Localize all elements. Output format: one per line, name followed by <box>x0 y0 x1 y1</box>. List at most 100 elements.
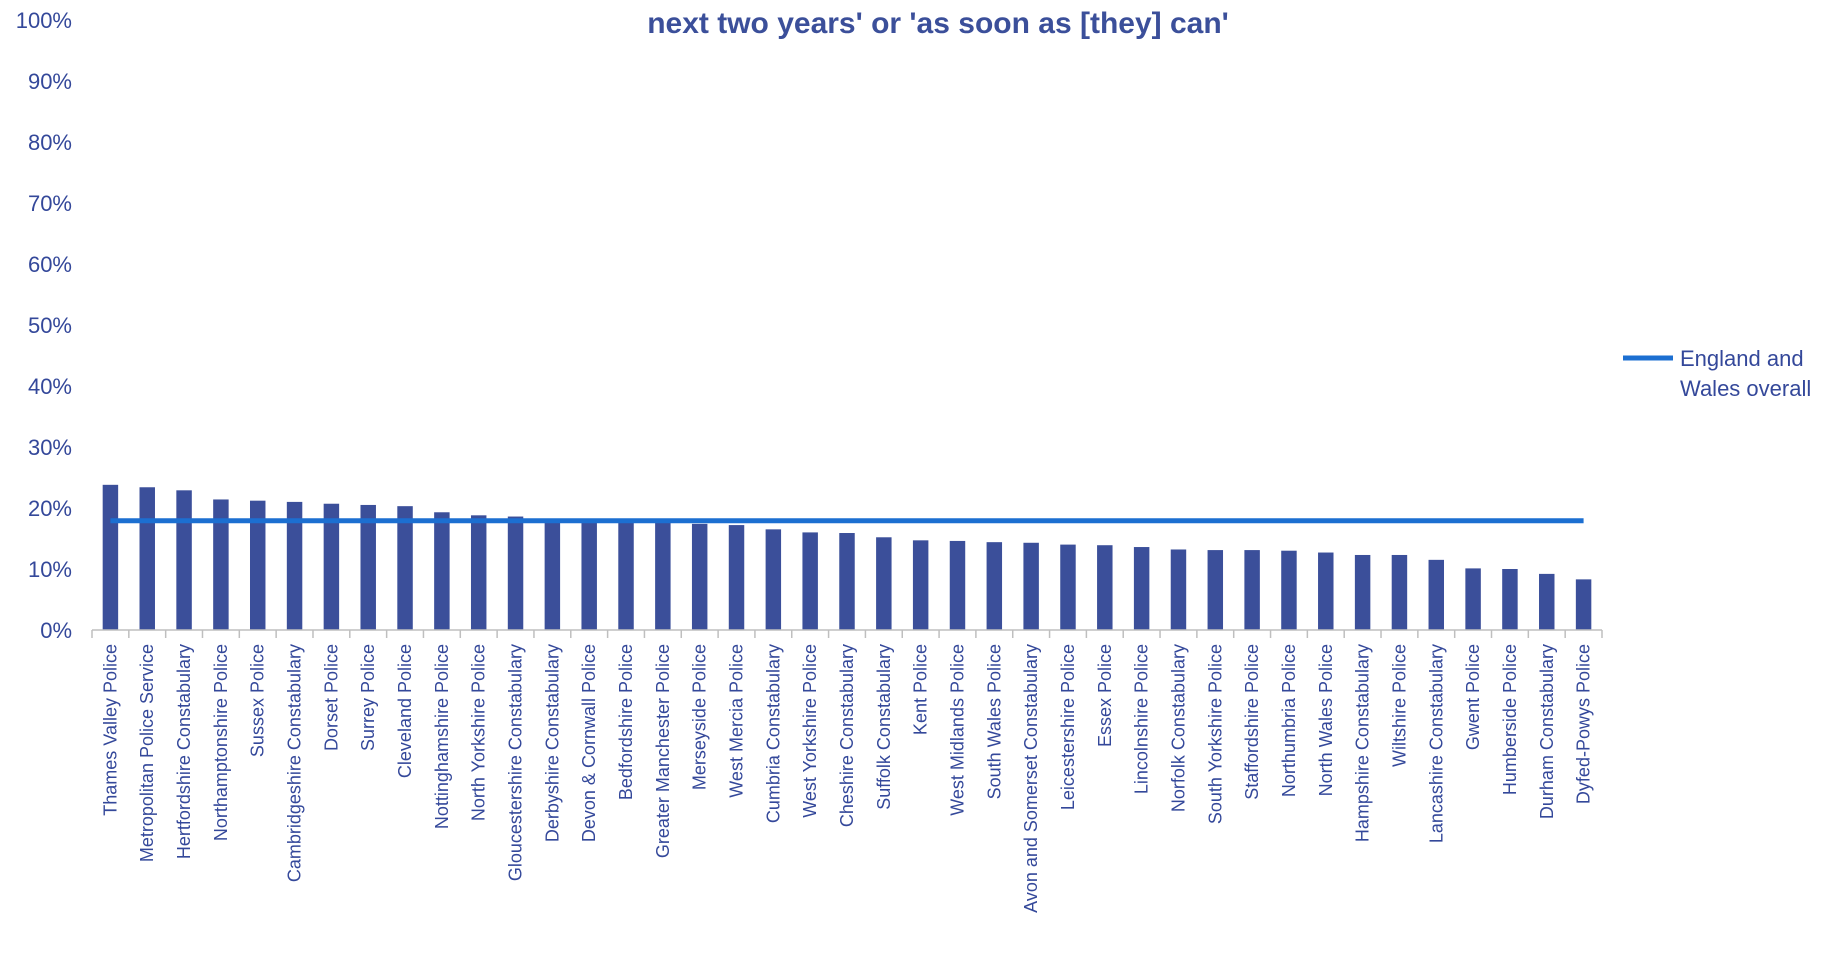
bar <box>949 540 966 630</box>
legend-label-line-1: England and <box>1680 346 1804 371</box>
bar <box>765 529 782 630</box>
x-tick-label: Dyfed-Powys Police <box>1574 644 1594 804</box>
x-tick-label: West Yorkshire Police <box>800 644 820 818</box>
x-tick-label: Hertfordshire Constabulary <box>174 644 194 859</box>
bar <box>839 533 855 630</box>
x-tick-label: Derbyshire Constabulary <box>542 644 562 842</box>
legend: England and Wales overall <box>1623 346 1811 401</box>
bar <box>1465 568 1481 630</box>
bar <box>434 512 450 630</box>
bar <box>1502 569 1518 630</box>
bar <box>1575 579 1592 630</box>
x-tick-label: Lincolnshire Police <box>1132 644 1152 794</box>
x-tick-label: South Wales Police <box>984 644 1004 799</box>
bar <box>1244 550 1260 630</box>
bar <box>1428 559 1445 630</box>
x-tick-label: Thames Valley Police <box>100 644 120 816</box>
x-tick-label: Essex Police <box>1095 644 1115 747</box>
bar <box>249 500 266 630</box>
x-tick-label: Surrey Police <box>358 644 378 751</box>
legend-label-line-2: Wales overall <box>1680 376 1811 401</box>
x-tick-label: Nottinghamshire Police <box>432 644 452 829</box>
x-tick-label: Staffordshire Police <box>1242 644 1262 800</box>
chart-title: next two years' or 'as soon as [they] ca… <box>647 7 1229 40</box>
x-tick-label: Humberside Police <box>1500 644 1520 795</box>
x-tick-label: Leicestershire Police <box>1058 644 1078 810</box>
x-tick-label: Cumbria Constabulary <box>763 644 783 823</box>
x-tick-label: Northumbria Police <box>1279 644 1299 797</box>
x-tick-label: Cambridgeshire Constabulary <box>285 644 305 882</box>
x-tick-label: Devon & Cornwall Police <box>579 644 599 842</box>
x-tick-label: Norfolk Constabulary <box>1168 644 1188 812</box>
y-tick-label: 90% <box>28 69 72 94</box>
bar <box>1133 547 1150 630</box>
bar <box>1170 549 1187 630</box>
bar <box>544 519 561 630</box>
bar <box>470 515 487 630</box>
bar <box>1539 573 1555 630</box>
bars <box>102 484 1592 630</box>
x-tick-label: Lancashire Constabulary <box>1426 644 1446 843</box>
x-tick-label: Kent Police <box>911 644 931 735</box>
bar <box>1097 545 1113 630</box>
bar <box>581 520 597 630</box>
bar <box>1060 544 1076 630</box>
x-axis: Thames Valley Police Metropolitan Police … <box>91 630 1603 913</box>
bar <box>102 484 119 630</box>
bar <box>1318 552 1334 630</box>
bar <box>1023 542 1039 630</box>
y-tick-label: 20% <box>28 496 72 521</box>
x-tick-label: South Yorkshire Police <box>1205 644 1225 824</box>
bar <box>876 537 892 630</box>
bar <box>397 506 413 630</box>
y-tick-label: 80% <box>28 130 72 155</box>
bar <box>213 499 229 630</box>
y-tick-label: 70% <box>28 191 72 216</box>
x-tick-label: North Wales Police <box>1316 644 1336 796</box>
bar <box>323 503 340 630</box>
x-tick-label: Northamptonshire Police <box>211 644 231 841</box>
y-tick-label: 0% <box>40 618 72 643</box>
bar <box>286 501 303 630</box>
x-tick-label: Dorset Police <box>321 644 341 751</box>
x-tick-label: Suffolk Constabulary <box>874 644 894 810</box>
x-tick-label: Metropolitan Police Service <box>137 644 157 862</box>
y-tick-label: 40% <box>28 374 72 399</box>
x-tick-label: Greater Manchester Police <box>653 644 673 858</box>
y-axis: 0% 10% 20% 30% 40% 50% 60% 70% 80% 90% 100% <box>16 8 72 643</box>
bar <box>1354 554 1371 630</box>
y-tick-label: 60% <box>28 252 72 277</box>
bar <box>1207 550 1224 630</box>
bar <box>655 522 671 630</box>
bar <box>1281 550 1297 630</box>
legend-label: England and Wales overall <box>1680 346 1811 401</box>
bar <box>139 487 155 630</box>
bar <box>802 532 818 630</box>
bar <box>728 525 745 630</box>
y-tick-label: 10% <box>28 557 72 582</box>
x-tick-label: North Yorkshire Police <box>469 644 489 821</box>
x-tick-label: Gloucestershire Constabulary <box>506 644 526 881</box>
bar <box>618 521 634 630</box>
x-tick-label: Hampshire Constabulary <box>1353 644 1373 842</box>
x-tick-label: Cleveland Police <box>395 644 415 778</box>
x-tick-label: West Mercia Police <box>727 644 747 798</box>
y-tick-label: 100% <box>16 8 72 33</box>
bar <box>507 516 524 630</box>
x-tick-label: Wiltshire Police <box>1389 644 1409 767</box>
bar <box>986 542 1003 630</box>
x-tick-label: West Midlands Police <box>947 644 967 816</box>
x-tick-label: Cheshire Constabulary <box>837 644 857 827</box>
bar <box>691 523 708 630</box>
x-tick-label: Gwent Police <box>1463 644 1483 750</box>
x-tick-label: Bedfordshire Police <box>616 644 636 800</box>
y-tick-label: 30% <box>28 435 72 460</box>
bar <box>176 490 192 630</box>
bar <box>1391 554 1408 630</box>
bar <box>912 540 929 630</box>
x-tick-label: Durham Constabulary <box>1537 644 1557 819</box>
bar <box>360 504 376 630</box>
x-tick-label: Avon and Somerset Constabulary <box>1021 644 1041 913</box>
x-tick-label: Sussex Police <box>248 644 268 757</box>
